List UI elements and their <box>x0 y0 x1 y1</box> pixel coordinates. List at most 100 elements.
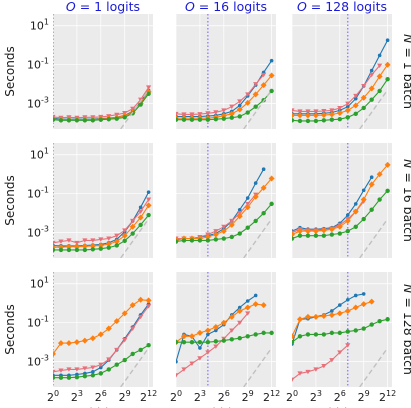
data-point <box>361 84 367 89</box>
data-point <box>74 247 80 253</box>
data-point <box>345 115 350 120</box>
data-point <box>268 175 275 182</box>
data-point <box>90 373 96 378</box>
data-point <box>181 112 187 117</box>
data-point <box>345 297 350 302</box>
data-point <box>212 231 219 238</box>
data-point <box>236 307 243 314</box>
data-point <box>385 76 390 82</box>
data-point <box>66 367 72 372</box>
x-tick-base: 2 <box>379 391 386 404</box>
data-point <box>304 228 311 235</box>
data-point <box>66 375 72 380</box>
data-point <box>253 82 259 87</box>
data-point <box>352 304 359 311</box>
data-point <box>229 234 234 240</box>
data-point <box>58 239 64 244</box>
data-point <box>376 171 383 178</box>
data-point <box>146 212 151 218</box>
data-point <box>237 103 242 108</box>
column-title: O = 16 logits <box>185 0 267 14</box>
row-title-variable: N <box>401 34 411 44</box>
data-point <box>352 208 359 215</box>
data-point <box>221 116 227 121</box>
data-point <box>237 231 242 236</box>
data-point <box>97 331 104 338</box>
x-tick-exponent: 0 <box>177 389 182 398</box>
data-point <box>336 110 343 117</box>
y-tick-label: 10-1 <box>27 315 49 330</box>
data-point <box>196 329 203 336</box>
data-point <box>252 91 259 98</box>
data-point <box>73 339 80 346</box>
data-point <box>74 374 80 380</box>
data-point <box>269 201 274 207</box>
data-point <box>245 334 250 339</box>
y-tick-base: 10 <box>27 356 41 369</box>
x-tick-base: 2 <box>194 391 201 404</box>
data-point <box>53 369 56 375</box>
data-point <box>66 247 72 253</box>
data-point <box>97 242 104 249</box>
data-point <box>90 247 96 252</box>
x-tick-exponent: 6 <box>102 389 107 398</box>
x-tick-base: 2 <box>119 391 126 404</box>
data-point <box>361 188 366 193</box>
data-point <box>74 240 80 246</box>
column-title-text: = 16 logits <box>195 0 267 14</box>
data-point <box>361 216 366 222</box>
data-point <box>145 202 152 209</box>
x-tick-base: 2 <box>263 391 270 404</box>
data-point <box>269 58 274 63</box>
y-tick-exponent: -1 <box>41 315 49 324</box>
data-point <box>176 239 179 244</box>
data-point <box>66 238 72 243</box>
data-point <box>353 224 358 229</box>
x-tick-label: 20 <box>170 389 182 404</box>
data-point <box>304 313 311 320</box>
data-point <box>260 184 267 191</box>
data-point <box>138 209 144 215</box>
data-point <box>377 197 382 202</box>
data-point <box>90 365 96 370</box>
data-point <box>98 371 104 376</box>
row-title-variable: N <box>401 284 411 294</box>
data-point <box>197 238 203 243</box>
data-point <box>213 229 219 234</box>
data-point <box>345 343 351 348</box>
data-point <box>99 365 103 370</box>
data-point <box>90 118 96 123</box>
y-tick-base: 10 <box>27 188 41 201</box>
data-point <box>81 243 88 250</box>
data-point <box>121 310 128 317</box>
column-title-text: = 1 logits <box>76 0 140 14</box>
data-point <box>130 231 135 236</box>
data-point <box>385 188 390 194</box>
data-point <box>292 236 295 241</box>
data-point <box>313 332 319 337</box>
y-tick-label: 10-1 <box>27 186 49 201</box>
data-point <box>106 116 111 122</box>
x-axis-label-variable: W <box>239 406 252 408</box>
data-point <box>105 241 112 248</box>
data-point <box>129 302 136 309</box>
data-point <box>344 107 351 114</box>
y-tick-label: 10-3 <box>27 225 49 240</box>
data-point <box>320 313 327 320</box>
data-point <box>237 99 243 104</box>
y-tick-label: 10-1 <box>27 57 49 72</box>
x-tick-exponent: 3 <box>201 389 206 398</box>
data-point <box>337 350 343 355</box>
data-point <box>261 167 266 172</box>
data-point <box>82 238 88 243</box>
data-point <box>81 337 88 344</box>
x-tick-base: 2 <box>242 391 249 404</box>
data-point <box>122 228 128 233</box>
data-point <box>206 332 210 337</box>
data-point <box>297 233 303 238</box>
data-point <box>145 297 152 304</box>
